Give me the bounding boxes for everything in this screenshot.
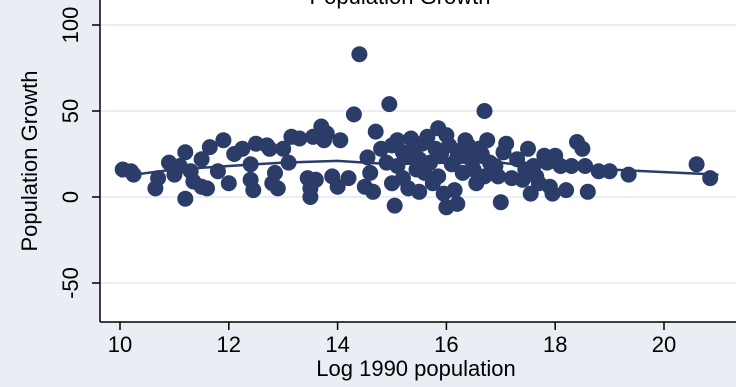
y-axis-label: Population Growth — [17, 71, 42, 252]
data-point-124 — [577, 158, 594, 174]
data-point-60 — [389, 158, 406, 174]
data-point-47 — [351, 46, 368, 63]
data-point-121 — [563, 158, 580, 174]
data-point-51 — [365, 183, 381, 200]
x-tick-label-10: 10 — [108, 332, 132, 357]
y-tick-label-50: 50 — [58, 99, 83, 123]
chart-title: Population Growth — [310, 0, 491, 9]
data-point-21 — [242, 156, 259, 173]
data-point-28 — [267, 164, 283, 181]
data-point-117 — [544, 185, 561, 202]
data-point-16 — [209, 163, 226, 180]
data-point-128 — [620, 166, 637, 183]
x-axis-label: Log 1990 population — [316, 356, 515, 381]
data-point-17 — [215, 132, 232, 149]
data-point-15 — [201, 139, 218, 156]
axes — [99, 0, 736, 323]
data-point-96 — [476, 103, 493, 119]
data-point-86 — [449, 195, 466, 212]
data-point-4 — [150, 170, 167, 187]
data-point-98 — [479, 132, 496, 149]
y-tick-label-0: 0 — [58, 191, 83, 203]
data-point-50 — [362, 164, 379, 181]
data-point-12 — [193, 151, 210, 168]
data-point-52 — [367, 123, 384, 140]
data-point-130 — [702, 170, 719, 187]
data-point-8 — [177, 190, 194, 207]
data-point-104 — [498, 135, 515, 152]
data-point-109 — [520, 140, 536, 157]
x-tick-label-12: 12 — [217, 332, 241, 357]
data-point-59 — [389, 132, 406, 149]
data-point-46 — [345, 106, 362, 123]
x-tick-label-14: 14 — [325, 332, 349, 357]
data-point-2 — [125, 166, 142, 183]
tick-labels: 10 12 14 16 18 20 -50 0 50 100 — [58, 7, 676, 357]
scatter-points-series — [114, 46, 719, 216]
data-point-77 — [430, 168, 447, 185]
y-tick-label--50: -50 — [58, 267, 83, 299]
data-point-20 — [234, 140, 251, 157]
data-point-43 — [329, 178, 346, 195]
y-tick-label-100: 100 — [58, 7, 83, 44]
data-point-38 — [307, 171, 324, 188]
data-point-23 — [245, 182, 262, 199]
data-point-33 — [291, 130, 308, 147]
data-point-102 — [492, 194, 509, 211]
data-point-97 — [476, 168, 493, 185]
data-point-69 — [411, 183, 428, 200]
data-point-129 — [688, 156, 705, 173]
data-point-31 — [280, 154, 297, 171]
data-point-123 — [574, 140, 591, 157]
data-point-10 — [177, 144, 194, 161]
data-point-55 — [381, 96, 398, 113]
data-point-29 — [269, 180, 286, 197]
data-point-72 — [419, 128, 436, 145]
data-point-36 — [302, 189, 319, 205]
x-tick-label-20: 20 — [652, 332, 676, 357]
data-point-127 — [601, 163, 618, 180]
data-point-45 — [340, 170, 357, 187]
data-point-84 — [446, 182, 463, 199]
data-point-73 — [422, 154, 439, 171]
data-point-18 — [220, 175, 237, 192]
x-tick-label-18: 18 — [543, 332, 567, 357]
data-point-26 — [261, 140, 278, 157]
x-tick-label-16: 16 — [434, 332, 458, 357]
data-point-41 — [318, 125, 335, 142]
data-point-125 — [579, 183, 596, 200]
data-point-14 — [199, 180, 215, 197]
data-point-49 — [359, 149, 376, 166]
data-point-58 — [386, 197, 403, 214]
data-point-44 — [332, 132, 349, 149]
data-point-101 — [490, 168, 507, 185]
data-point-120 — [558, 182, 575, 199]
data-point-30 — [275, 140, 292, 157]
